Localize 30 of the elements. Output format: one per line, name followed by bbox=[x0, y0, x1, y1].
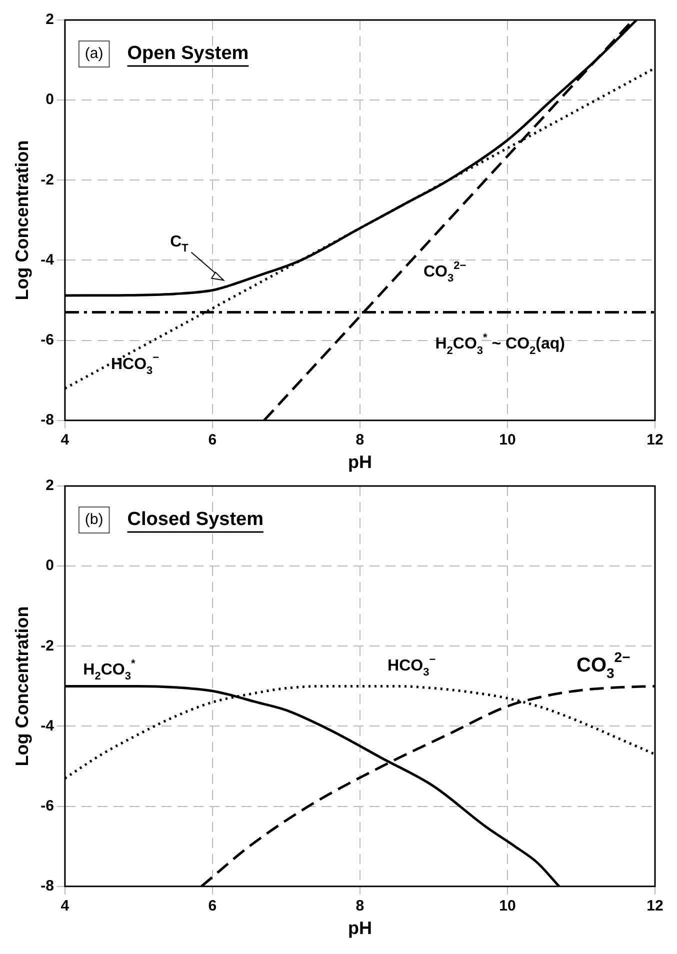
y-tick-label: -6 bbox=[40, 331, 54, 348]
y-tick-label: -8 bbox=[40, 412, 54, 429]
x-axis-title: pH bbox=[348, 452, 372, 472]
x-tick-label: 12 bbox=[646, 432, 664, 449]
y-tick-label: 2 bbox=[46, 11, 54, 28]
x-tick-label: 6 bbox=[208, 432, 217, 449]
x-tick-label: 6 bbox=[208, 898, 217, 915]
x-tick-label: 10 bbox=[499, 432, 516, 449]
x-tick-label: 4 bbox=[60, 898, 70, 915]
y-tick-label: -2 bbox=[40, 637, 54, 654]
x-tick-label: 10 bbox=[499, 898, 516, 915]
y-tick-label: -6 bbox=[40, 797, 54, 814]
x-tick-label: 4 bbox=[60, 432, 70, 449]
x-tick-label: 12 bbox=[646, 898, 664, 915]
y-tick-label: 0 bbox=[46, 557, 54, 574]
x-axis-title: pH bbox=[348, 918, 372, 938]
y-tick-label: -8 bbox=[40, 878, 54, 895]
annotation: (b) bbox=[84, 511, 104, 528]
text: Closed System bbox=[127, 509, 264, 530]
y-tick-label: -2 bbox=[40, 171, 54, 188]
x-tick-label: 8 bbox=[356, 898, 364, 915]
y-tick-label: 0 bbox=[46, 91, 54, 108]
x-tick-label: 8 bbox=[356, 432, 364, 449]
annotation: (a) bbox=[84, 45, 104, 62]
y-axis-title: Log Concentration bbox=[12, 140, 32, 300]
y-tick-label: -4 bbox=[40, 251, 55, 268]
y-axis-title: Log Concentration bbox=[12, 606, 32, 766]
text: Open System bbox=[127, 43, 249, 64]
y-tick-label: -4 bbox=[40, 717, 55, 734]
y-tick-label: 2 bbox=[46, 477, 54, 494]
